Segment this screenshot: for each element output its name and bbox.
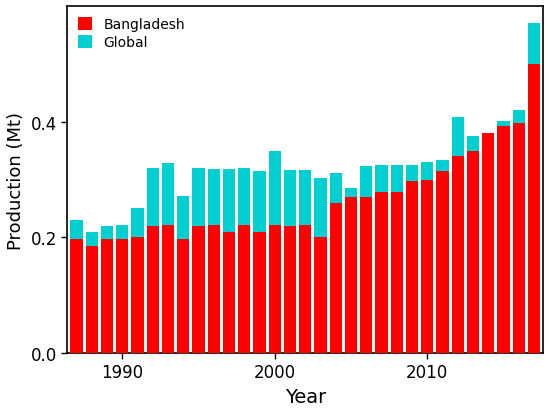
Legend: Bangladesh, Global: Bangladesh, Global (74, 14, 189, 54)
Bar (375, 193, 388, 353)
Bar (528, 65, 540, 353)
Bar (131, 209, 144, 353)
Bar (284, 171, 296, 353)
Bar (390, 193, 403, 353)
Bar (482, 134, 494, 353)
Bar (329, 173, 342, 353)
Bar (254, 232, 266, 353)
Bar (421, 180, 433, 353)
Bar (329, 203, 342, 353)
Bar (116, 225, 128, 353)
Bar (497, 126, 509, 353)
Bar (177, 240, 189, 353)
Bar (192, 169, 205, 353)
Bar (513, 123, 525, 353)
Bar (467, 151, 479, 353)
Bar (101, 226, 113, 353)
Bar (360, 167, 372, 353)
Bar (406, 166, 418, 353)
X-axis label: Year: Year (284, 387, 326, 406)
Y-axis label: Production (Mt): Production (Mt) (7, 111, 25, 249)
Bar (147, 169, 159, 353)
Bar (421, 163, 433, 353)
Bar (284, 226, 296, 353)
Bar (436, 161, 448, 353)
Bar (70, 239, 82, 353)
Bar (223, 232, 235, 353)
Bar (314, 238, 327, 353)
Bar (345, 189, 357, 353)
Bar (452, 118, 464, 353)
Bar (238, 225, 250, 353)
Bar (497, 121, 509, 353)
Bar (528, 24, 540, 353)
Bar (360, 197, 372, 353)
Bar (375, 166, 388, 353)
Bar (513, 111, 525, 353)
Bar (131, 237, 144, 353)
Bar (254, 171, 266, 353)
Bar (86, 232, 98, 353)
Bar (390, 166, 403, 353)
Bar (268, 151, 281, 353)
Bar (467, 137, 479, 353)
Bar (299, 171, 311, 353)
Bar (70, 221, 82, 353)
Bar (207, 225, 220, 353)
Bar (268, 225, 281, 353)
Bar (223, 170, 235, 353)
Bar (238, 169, 250, 353)
Bar (299, 225, 311, 353)
Bar (314, 179, 327, 353)
Bar (147, 226, 159, 353)
Bar (345, 197, 357, 353)
Bar (177, 196, 189, 353)
Bar (207, 170, 220, 353)
Bar (452, 157, 464, 353)
Bar (101, 240, 113, 353)
Bar (162, 164, 174, 353)
Bar (436, 171, 448, 353)
Bar (162, 225, 174, 353)
Bar (86, 247, 98, 353)
Bar (406, 181, 418, 353)
Bar (116, 239, 128, 353)
Bar (482, 137, 494, 353)
Bar (192, 226, 205, 353)
